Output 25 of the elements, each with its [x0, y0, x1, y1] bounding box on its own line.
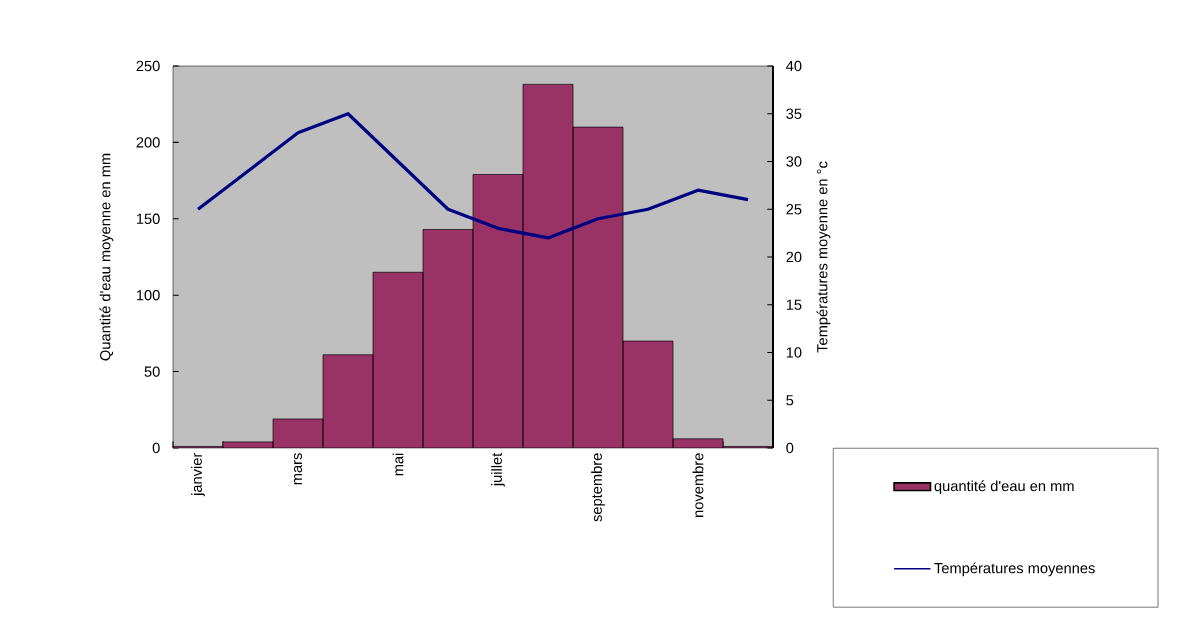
x-tick-label: mars — [294, 453, 303, 485]
legend-label: quantité d'eau en mm — [934, 480, 1074, 495]
y-tick-label: 100 — [136, 290, 160, 301]
x-tick-label: juillet — [491, 452, 505, 487]
y2-tick-label: 30 — [786, 156, 802, 167]
y-tick-label: 0 — [152, 442, 160, 454]
legend-label: Températures moyennes — [934, 562, 1095, 577]
y-tick-label: 200 — [136, 137, 160, 148]
y2-tick-label: 20 — [786, 251, 802, 263]
y2-tick-label: 5 — [786, 395, 794, 406]
y2-tick-label: 40 — [786, 60, 802, 72]
y2-tick-label: 25 — [786, 204, 802, 215]
y-tick-label: 50 — [144, 366, 160, 377]
y2-axis-title: Températures moyenne en °c — [816, 161, 831, 353]
y2-tick-label: 15 — [786, 299, 802, 310]
x-tick-label: novembre — [692, 453, 704, 517]
y2-tick-label: 35 — [786, 108, 802, 119]
y-axis-title: Quantité d'eau moyenne en mm — [99, 153, 114, 361]
x-tick-label: mai — [392, 453, 404, 476]
x-tick-label: septembre — [591, 453, 605, 522]
y2-tick-label: 0 — [786, 442, 794, 454]
y-tick-label: 150 — [136, 213, 160, 224]
y2-tick-label: 10 — [786, 347, 802, 358]
y-tick-label: 250 — [136, 60, 160, 72]
x-tick-label: janvier — [191, 452, 205, 497]
